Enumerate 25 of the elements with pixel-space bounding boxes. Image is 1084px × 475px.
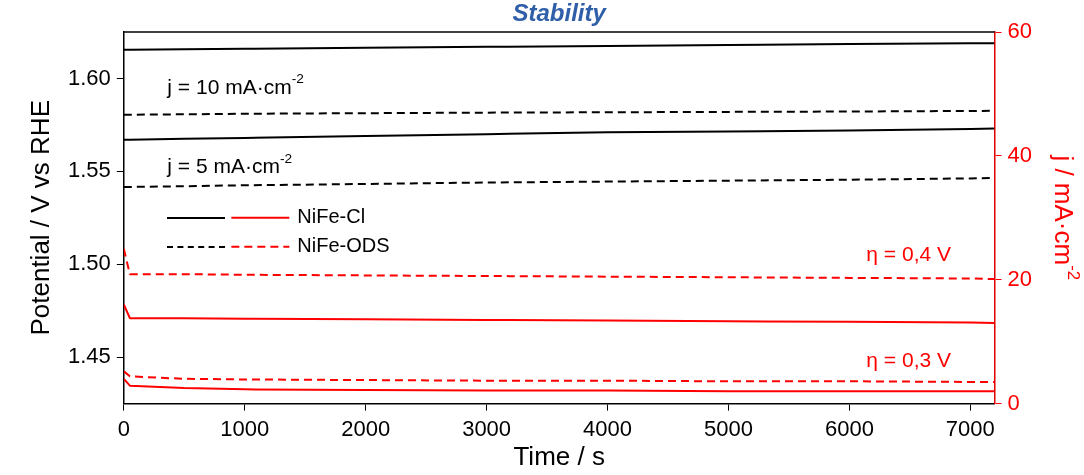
legend-label: NiFe-ODS bbox=[297, 234, 390, 257]
annotation: η = 0,3 V bbox=[866, 347, 951, 371]
line-series bbox=[123, 370, 995, 383]
y2-axis-title: j / mA·cm-2 bbox=[1048, 154, 1083, 281]
x-axis-title: Time / s bbox=[513, 441, 605, 472]
y-tick-label: 1.50 bbox=[67, 250, 111, 276]
x-tick-label: 1000 bbox=[220, 415, 270, 441]
chart-title: Stability bbox=[512, 0, 608, 26]
y-tick-label: 1.45 bbox=[67, 343, 111, 369]
y-axis-title: Potential / V vs RHE bbox=[25, 100, 56, 336]
y-tick-label: 1.55 bbox=[67, 157, 111, 183]
y2-tick-label: 40 bbox=[1007, 141, 1033, 167]
legend-label: NiFe-Cl bbox=[297, 205, 366, 228]
x-tick-label: 0 bbox=[117, 415, 130, 441]
x-tick-label: 5000 bbox=[704, 415, 753, 441]
x-tick-label: 4000 bbox=[583, 415, 633, 441]
y2-tick-label: 0 bbox=[1007, 389, 1020, 415]
y2-tick-label: 20 bbox=[1007, 265, 1033, 291]
y-tick-label: 1.60 bbox=[67, 64, 111, 90]
x-tick-label: 7000 bbox=[945, 415, 995, 441]
annotation: η = 0,4 V bbox=[866, 241, 951, 265]
y2-tick-label: 60 bbox=[1007, 18, 1033, 44]
x-tick-label: 2000 bbox=[341, 415, 391, 441]
x-tick-label: 6000 bbox=[824, 415, 874, 441]
x-tick-label: 3000 bbox=[462, 415, 512, 441]
